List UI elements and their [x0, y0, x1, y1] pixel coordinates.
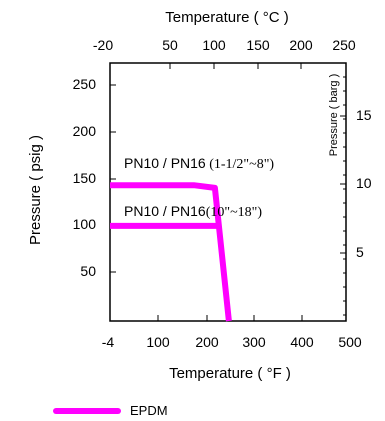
top-tick-label: 50 [162, 37, 178, 53]
bottom-tick-label: 300 [242, 334, 266, 350]
left-tick-labels: 50 100 150 200 250 [73, 76, 97, 279]
legend-label-epdm: EPDM [130, 403, 168, 418]
series-layer [110, 182, 232, 322]
bottom-tick-label: 400 [290, 334, 314, 350]
right-tick-label: 5 [356, 244, 364, 260]
right-tick-label: 15 [356, 107, 372, 123]
right-tick-labels: 5 10 15 [356, 107, 372, 260]
series-line-epdm-1 [110, 182, 232, 322]
top-tick-label: 250 [332, 37, 356, 53]
left-tick-label: 100 [73, 216, 97, 232]
legend: EPDM [53, 403, 168, 418]
top-tick-label: 200 [289, 37, 313, 53]
left-tick-label: 50 [80, 263, 96, 279]
annotation-upper-size: (1-1/2"~8") [206, 157, 275, 172]
right-tick-label: 10 [356, 175, 372, 191]
top-tick-label: 100 [202, 37, 226, 53]
annotation-upper-class: PN10 / PN16 [124, 155, 206, 171]
left-tick-label: 200 [73, 123, 97, 139]
top-tick-labels: -20 50 100 150 200 250 [93, 37, 356, 53]
bottom-axis-title: Temperature ( °F ) [169, 365, 291, 382]
bottom-tick-label: -4 [102, 334, 115, 350]
tick-marks [110, 63, 346, 321]
annotation-lower-class: PN10 / PN16 [124, 203, 206, 219]
bottom-tick-label: 200 [195, 334, 219, 350]
top-tick-label: 150 [246, 37, 270, 53]
left-tick-label: 250 [73, 76, 97, 92]
top-axis-title: Temperature ( °C ) [165, 9, 289, 26]
right-axis-title: Pressure ( barg ) [328, 74, 340, 157]
annotation-lower: PN10 / PN16(10"~18") [124, 203, 262, 220]
top-tick-label: -20 [93, 37, 113, 53]
bottom-tick-label: 100 [146, 334, 170, 350]
left-axis-title: Pressure ( psig ) [27, 135, 44, 245]
bottom-tick-labels: -4 100 200 300 400 500 [102, 334, 362, 350]
annotation-upper: PN10 / PN16 (1-1/2"~8") [124, 155, 274, 172]
left-tick-label: 150 [73, 170, 97, 186]
plot-frame [109, 62, 347, 322]
annotation-lower-size: (10"~18") [206, 205, 263, 220]
bottom-tick-label: 500 [338, 334, 362, 350]
